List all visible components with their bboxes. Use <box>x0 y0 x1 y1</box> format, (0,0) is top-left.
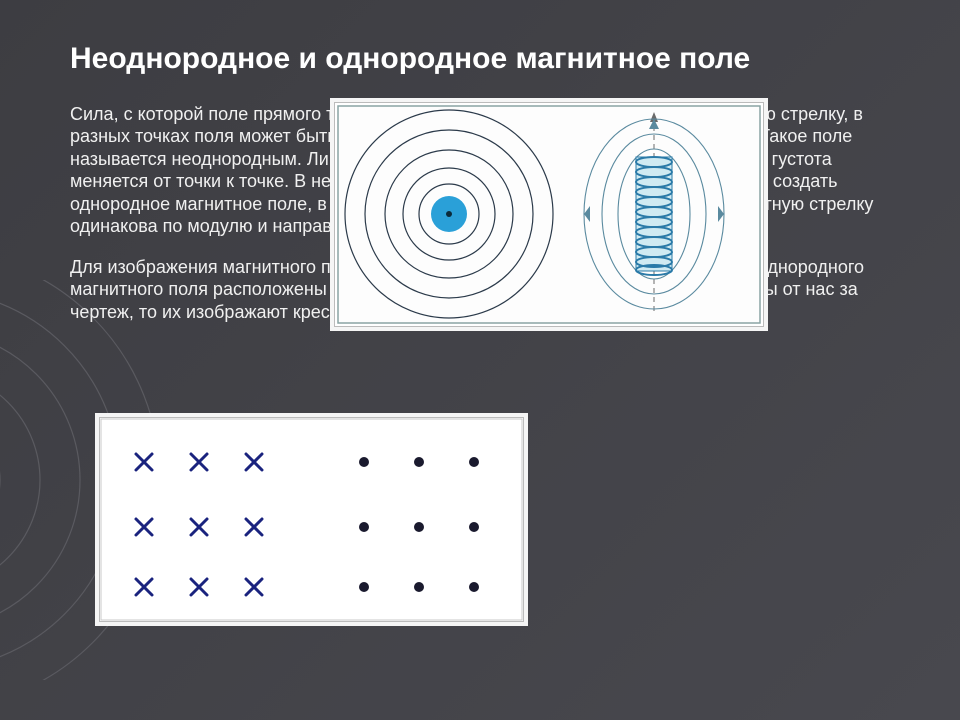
content-area: Сила, с которой поле прямого тока действ… <box>70 103 900 324</box>
slide: Неоднородное и однородное магнитное поле… <box>0 0 960 720</box>
figure-field-notation <box>95 413 528 626</box>
figure-nonuniform-fields <box>330 98 768 331</box>
page-title: Неоднородное и однородное магнитное поле <box>70 40 770 78</box>
